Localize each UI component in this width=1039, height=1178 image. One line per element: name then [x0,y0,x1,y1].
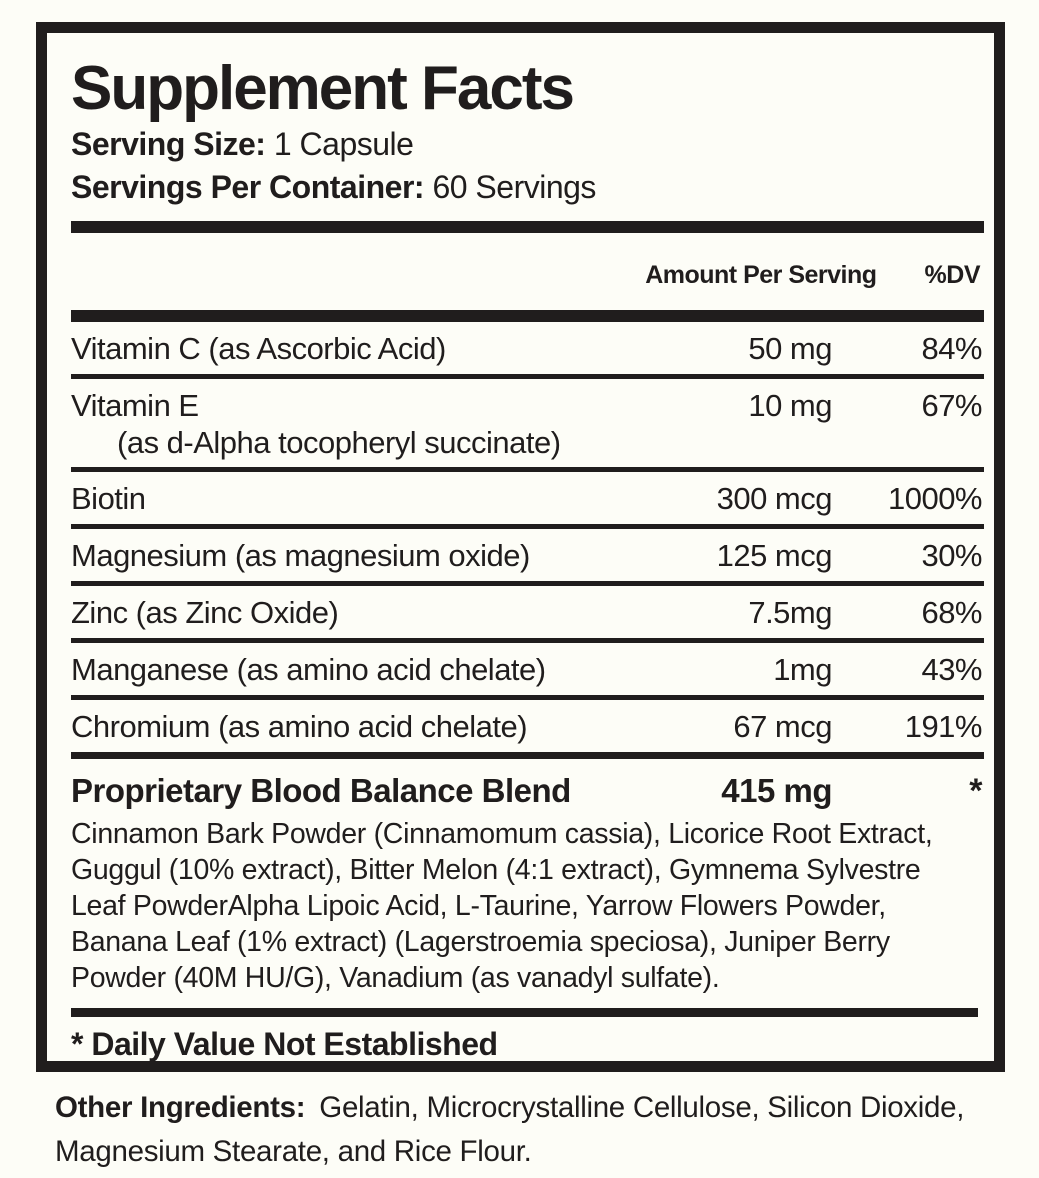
divider-thick-top [71,221,984,233]
nutrient-amount: 50 mg [748,331,832,366]
proprietary-blend-row: Proprietary Blood Balance Blend 415 mg * [71,759,984,813]
nutrient-row: Zinc (as Zinc Oxide) 7.5mg 68% [71,586,984,643]
nutrient-row: Manganese (as amino acid chelate) 1mg 43… [71,643,984,700]
serving-size-line: Serving Size: 1 Capsule [71,123,984,166]
nutrient-dv: 84% [921,331,982,366]
serving-size-label: Serving Size: [71,126,266,162]
nutrient-amount: 300 mcg [716,481,833,516]
blend-name: Proprietary Blood Balance Blend [71,772,571,809]
nutrient-name-secondary: (as d-Alpha tocopheryl succinate) [117,425,561,460]
serving-size-value: 1 Capsule [273,126,414,162]
blend-description: Cinnamon Bark Powder (Cinnamomum cassia)… [71,818,933,994]
daily-value-footnote: * Daily Value Not Established [71,1026,498,1062]
other-ingredients-label: Other Ingredients: [55,1091,306,1124]
nutrient-amount: 67 mcg [733,709,832,744]
nutrient-name: Vitamin E (as d-Alpha tocopheryl succina… [71,387,657,461]
column-header-amount: Amount Per Serving [645,261,877,289]
divider-thick-columns [71,310,984,322]
supplement-facts-panel: Supplement Facts Serving Size: 1 Capsule… [36,22,1005,1072]
nutrient-amount: 1mg [773,652,832,687]
nutrient-name: Zinc (as Zinc Oxide) [71,595,339,630]
blend-dv: * [969,772,982,810]
servings-per-container-value: 60 Servings [432,169,596,205]
column-header-dv: %DV [924,261,981,289]
nutrient-dv: 30% [921,538,982,573]
nutrient-dv: 67% [921,388,982,423]
nutrient-row: Chromium (as amino acid chelate) 67 mcg … [71,700,984,759]
nutrient-dv: 68% [921,595,982,630]
nutrient-amount: 125 mcg [716,538,833,573]
nutrient-name: Chromium (as amino acid chelate) [71,709,528,744]
nutrient-amount: 7.5mg [748,595,832,630]
nutrient-name: Magnesium (as magnesium oxide) [71,538,530,573]
supplement-facts-title: Supplement Facts [71,54,575,123]
nutrient-dv: 191% [904,709,983,744]
other-ingredients-value: Gelatin, Microcrystalline Cellulose, Sil… [55,1091,965,1168]
nutrient-name: Vitamin C (as Ascorbic Acid) [71,331,446,366]
nutrient-name: Manganese (as amino acid chelate) [71,652,546,687]
nutrient-row: Vitamin C (as Ascorbic Acid) 50 mg 84% [71,322,984,379]
nutrient-row: Biotin 300 mcg 1000% [71,472,984,529]
nutrient-table: Vitamin C (as Ascorbic Acid) 50 mg 84% V… [71,322,984,759]
column-header-row: Amount Per Serving %DV [71,233,984,310]
nutrient-row: Vitamin E (as d-Alpha tocopheryl succina… [71,379,984,472]
other-ingredients: Other Ingredients: Gelatin, Microcrystall… [55,1086,1005,1174]
divider-footnote [71,1008,978,1017]
servings-per-container-line: Servings Per Container: 60 Servings [71,166,984,209]
nutrient-dv: 43% [921,652,982,687]
nutrient-name: Biotin [71,481,146,516]
nutrient-dv: 1000% [887,481,983,516]
nutrient-row: Magnesium (as magnesium oxide) 125 mcg 3… [71,529,984,586]
servings-per-container-label: Servings Per Container: [71,169,425,205]
blend-amount: 415 mg [721,772,832,809]
nutrient-name-primary: Vitamin E [71,388,199,423]
nutrient-amount: 10 mg [748,388,832,423]
